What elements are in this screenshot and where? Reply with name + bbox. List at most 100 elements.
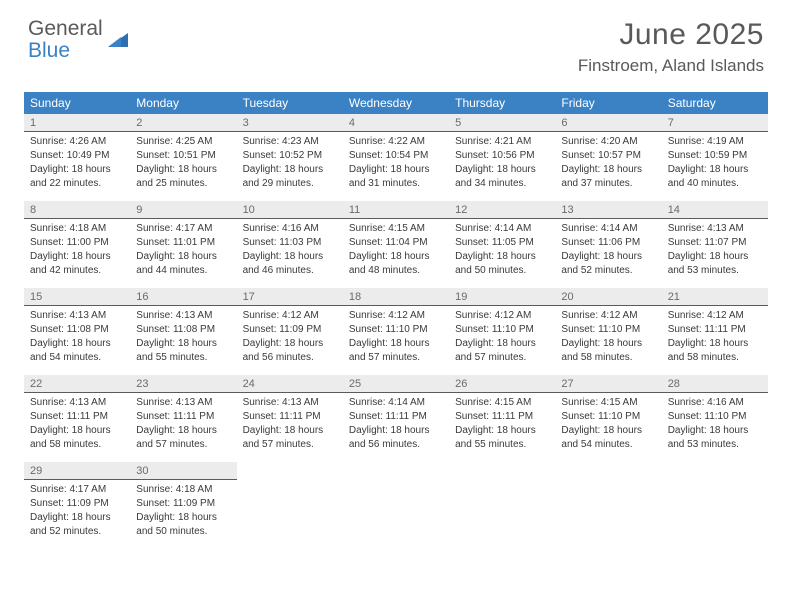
day-sunrise: Sunrise: 4:13 AM [30,396,124,410]
day-daylight1: Daylight: 18 hours [349,337,443,351]
day-content-cell: Sunrise: 4:26 AMSunset: 10:49 PMDaylight… [24,132,130,202]
day-daylight2: and 55 minutes. [455,438,549,452]
daynum-row: 22232425262728 [24,375,768,393]
content-row: Sunrise: 4:18 AMSunset: 11:00 PMDaylight… [24,219,768,289]
day-sunset: Sunset: 11:11 PM [668,323,762,337]
day-sunset: Sunset: 11:03 PM [243,236,337,250]
day-daylight2: and 53 minutes. [668,438,762,452]
day-sunset: Sunset: 11:11 PM [136,410,230,424]
day-sunset: Sunset: 11:08 PM [136,323,230,337]
day-content-cell: Sunrise: 4:13 AMSunset: 11:07 PMDaylight… [662,219,768,289]
day-daylight2: and 48 minutes. [349,264,443,278]
day-sunrise: Sunrise: 4:13 AM [136,396,230,410]
day-number-cell: 25 [343,375,449,393]
day-number-cell: 22 [24,375,130,393]
content-row: Sunrise: 4:13 AMSunset: 11:08 PMDaylight… [24,306,768,376]
day-content-cell: Sunrise: 4:13 AMSunset: 11:11 PMDaylight… [24,393,130,463]
day-daylight2: and 37 minutes. [561,177,655,191]
day-sunrise: Sunrise: 4:14 AM [455,222,549,236]
day-number-cell [343,462,449,480]
day-number-cell: 3 [237,114,343,132]
day-number-cell: 1 [24,114,130,132]
day-content-cell: Sunrise: 4:21 AMSunset: 10:56 PMDaylight… [449,132,555,202]
day-daylight2: and 54 minutes. [561,438,655,452]
day-daylight1: Daylight: 18 hours [668,424,762,438]
day-daylight2: and 57 minutes. [136,438,230,452]
day-number-cell: 6 [555,114,661,132]
day-sunset: Sunset: 11:08 PM [30,323,124,337]
title-block: June 2025 Finstroem, Aland Islands [578,18,764,76]
day-sunset: Sunset: 10:49 PM [30,149,124,163]
day-number-cell: 20 [555,288,661,306]
dow-header: Saturday [662,92,768,114]
dow-header: Sunday [24,92,130,114]
day-content-cell: Sunrise: 4:12 AMSunset: 11:10 PMDaylight… [449,306,555,376]
day-number-cell: 16 [130,288,236,306]
day-sunrise: Sunrise: 4:18 AM [30,222,124,236]
day-sunset: Sunset: 11:01 PM [136,236,230,250]
day-daylight1: Daylight: 18 hours [136,511,230,525]
day-number-cell: 9 [130,201,236,219]
day-sunrise: Sunrise: 4:25 AM [136,135,230,149]
day-daylight2: and 34 minutes. [455,177,549,191]
content-row: Sunrise: 4:17 AMSunset: 11:09 PMDaylight… [24,480,768,550]
day-daylight1: Daylight: 18 hours [30,250,124,264]
day-daylight2: and 46 minutes. [243,264,337,278]
day-daylight2: and 58 minutes. [561,351,655,365]
logo-word1: General [28,17,103,40]
day-daylight1: Daylight: 18 hours [455,337,549,351]
day-sunset: Sunset: 11:11 PM [349,410,443,424]
day-sunset: Sunset: 11:09 PM [136,497,230,511]
day-daylight1: Daylight: 18 hours [455,163,549,177]
content-row: Sunrise: 4:26 AMSunset: 10:49 PMDaylight… [24,132,768,202]
day-sunset: Sunset: 11:00 PM [30,236,124,250]
day-sunset: Sunset: 11:09 PM [243,323,337,337]
day-sunset: Sunset: 11:04 PM [349,236,443,250]
day-number-cell: 18 [343,288,449,306]
day-content-cell: Sunrise: 4:12 AMSunset: 11:10 PMDaylight… [555,306,661,376]
day-content-cell [449,480,555,550]
day-daylight2: and 42 minutes. [30,264,124,278]
day-number-cell [237,462,343,480]
day-sunset: Sunset: 11:10 PM [668,410,762,424]
day-content-cell: Sunrise: 4:20 AMSunset: 10:57 PMDaylight… [555,132,661,202]
day-sunrise: Sunrise: 4:20 AM [561,135,655,149]
day-daylight1: Daylight: 18 hours [668,337,762,351]
day-sunrise: Sunrise: 4:23 AM [243,135,337,149]
day-sunrise: Sunrise: 4:19 AM [668,135,762,149]
day-daylight1: Daylight: 18 hours [455,250,549,264]
day-sunrise: Sunrise: 4:12 AM [668,309,762,323]
day-sunset: Sunset: 11:11 PM [30,410,124,424]
day-sunset: Sunset: 10:54 PM [349,149,443,163]
day-number-cell: 28 [662,375,768,393]
day-number-cell: 4 [343,114,449,132]
day-sunrise: Sunrise: 4:17 AM [136,222,230,236]
daynum-row: 1234567 [24,114,768,132]
day-sunset: Sunset: 11:09 PM [30,497,124,511]
location-text: Finstroem, Aland Islands [578,56,764,76]
day-content-cell: Sunrise: 4:13 AMSunset: 11:08 PMDaylight… [130,306,236,376]
logo: General Blue [28,18,131,62]
day-sunrise: Sunrise: 4:16 AM [243,222,337,236]
day-content-cell: Sunrise: 4:22 AMSunset: 10:54 PMDaylight… [343,132,449,202]
day-sunrise: Sunrise: 4:12 AM [561,309,655,323]
dow-header: Tuesday [237,92,343,114]
day-sunset: Sunset: 11:07 PM [668,236,762,250]
day-daylight2: and 57 minutes. [243,438,337,452]
day-sunset: Sunset: 11:10 PM [349,323,443,337]
day-content-cell: Sunrise: 4:16 AMSunset: 11:10 PMDaylight… [662,393,768,463]
content-row: Sunrise: 4:13 AMSunset: 11:11 PMDaylight… [24,393,768,463]
day-content-cell [555,480,661,550]
day-daylight1: Daylight: 18 hours [136,337,230,351]
day-daylight2: and 40 minutes. [668,177,762,191]
day-number-cell: 21 [662,288,768,306]
daynum-row: 2930 [24,462,768,480]
day-daylight1: Daylight: 18 hours [668,163,762,177]
day-number-cell [662,462,768,480]
day-daylight1: Daylight: 18 hours [561,337,655,351]
day-sunrise: Sunrise: 4:13 AM [243,396,337,410]
day-number-cell: 17 [237,288,343,306]
day-sunset: Sunset: 10:51 PM [136,149,230,163]
day-number-cell: 30 [130,462,236,480]
day-sunset: Sunset: 10:59 PM [668,149,762,163]
